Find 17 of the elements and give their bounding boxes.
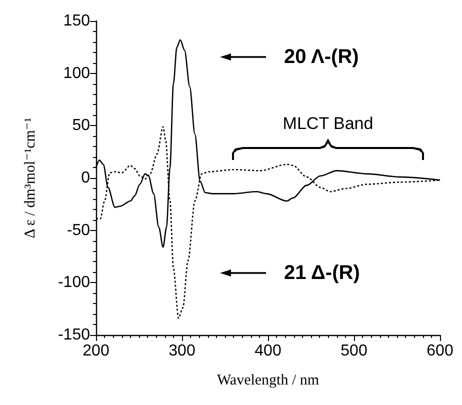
annotation: MLCT Band (282, 114, 374, 133)
x-tick-label: 400 (254, 342, 282, 360)
x-tick-label: 600 (426, 342, 454, 360)
x-tick-label: 300 (168, 342, 196, 360)
x-tick-label: 200 (82, 342, 110, 360)
y-tick-label: 150 (63, 12, 90, 30)
x-tick-label: 500 (340, 342, 368, 360)
annotation: 20 Λ-(R) (284, 46, 359, 68)
x-axis-title: Wavelength / nm (216, 372, 320, 388)
y-axis-title: Δ ε / dm³mol⁻¹cm⁻¹ (22, 118, 38, 238)
y-tick-label: 50 (72, 117, 90, 134)
y-tick-label: -50 (66, 222, 90, 239)
y-tick-label: 0 (81, 170, 90, 186)
y-tick-label: -150 (58, 326, 90, 344)
annotation: 21 Δ-(R) (284, 262, 360, 284)
y-tick-label: -100 (58, 274, 90, 292)
y-tick-label: 100 (63, 64, 90, 82)
